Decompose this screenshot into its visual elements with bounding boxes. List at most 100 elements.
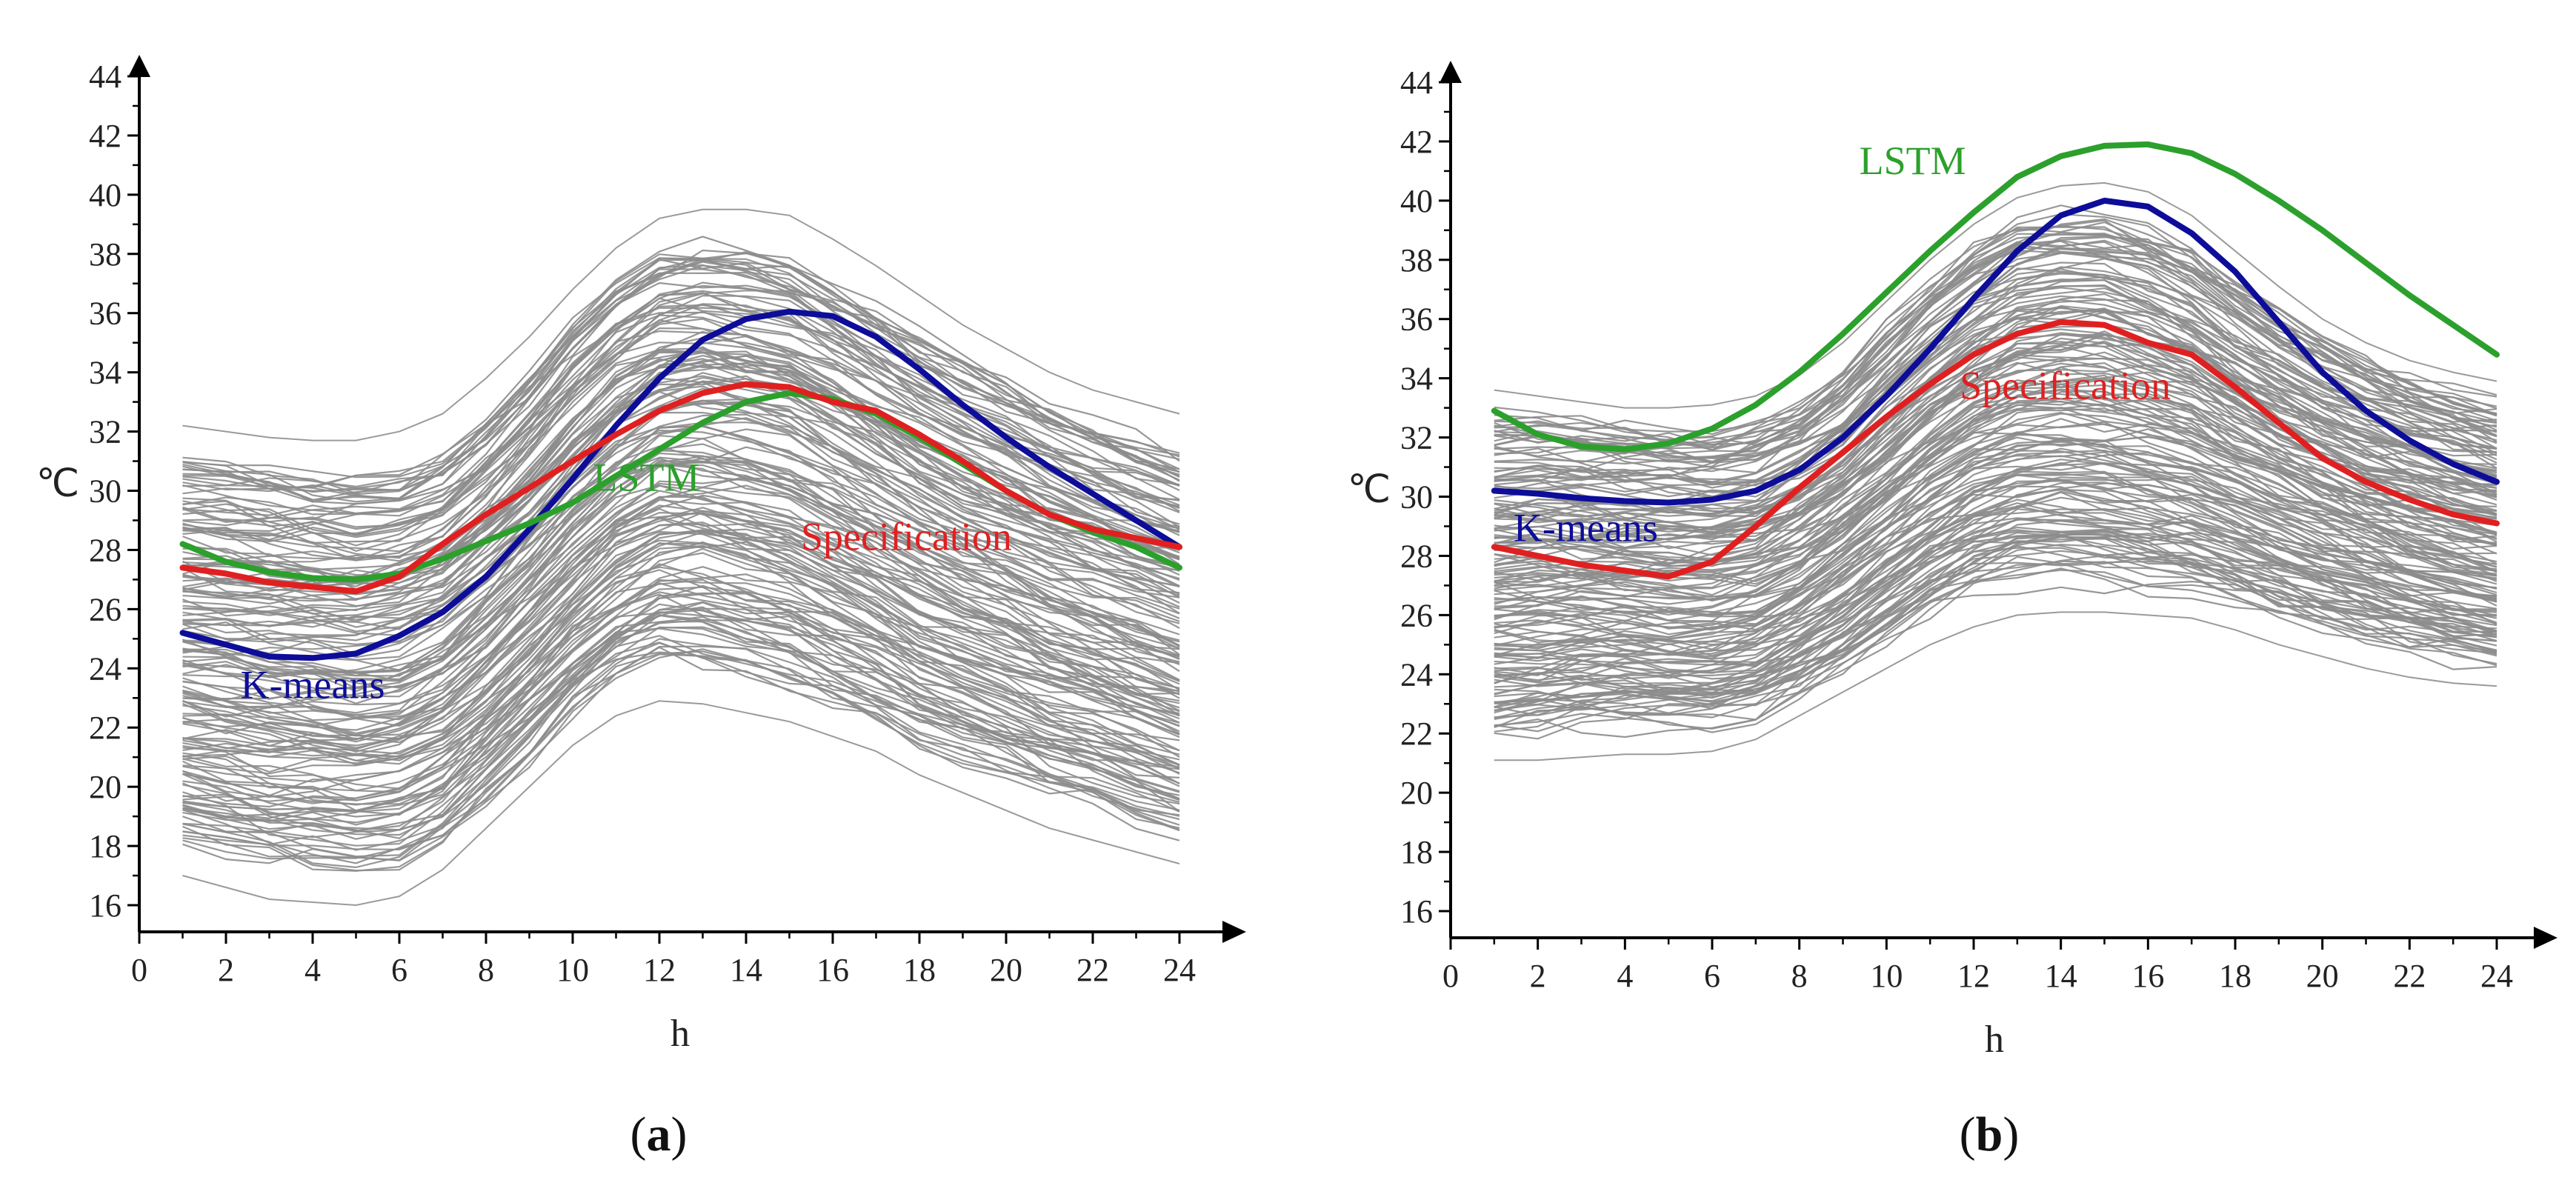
background-curve bbox=[1494, 474, 2497, 650]
series-line-k-means bbox=[1491, 197, 2500, 506]
background-curve bbox=[182, 413, 1180, 643]
background-curve bbox=[182, 610, 1180, 822]
background-curve bbox=[182, 569, 1180, 793]
y-tick-label: 30 bbox=[1400, 479, 1433, 516]
y-tick-label: 42 bbox=[1400, 124, 1433, 160]
series-line-lstm bbox=[1491, 141, 2500, 453]
background-curve bbox=[182, 504, 1180, 727]
background-curve bbox=[1494, 567, 2497, 733]
background-curve bbox=[1494, 491, 2497, 676]
background-curve bbox=[1494, 544, 2497, 729]
background-curve bbox=[1494, 431, 2497, 613]
y-tick-label: 18 bbox=[1400, 834, 1433, 870]
background-curve bbox=[1494, 244, 2497, 463]
background-curve bbox=[182, 341, 1180, 581]
background-curve bbox=[182, 457, 1180, 693]
background-curve bbox=[1494, 361, 2497, 566]
background-curve bbox=[182, 268, 1180, 505]
background-curve bbox=[182, 387, 1180, 621]
background-curve bbox=[182, 545, 1180, 759]
y-tick-label: 36 bbox=[1400, 301, 1433, 338]
background-curve bbox=[1494, 488, 2497, 659]
series-annotation-specification: Specification bbox=[801, 514, 1012, 559]
x-axis-title: h bbox=[670, 1013, 690, 1055]
background-curve bbox=[1494, 278, 2497, 499]
background-curve bbox=[1494, 407, 2497, 601]
x-tick-label: 18 bbox=[2219, 958, 2251, 994]
background-curve bbox=[182, 573, 1180, 799]
background-curve bbox=[1494, 536, 2497, 711]
x-tick-label: 14 bbox=[730, 952, 762, 988]
panel-label-close: ) bbox=[671, 1107, 688, 1161]
background-curve bbox=[1494, 472, 2497, 652]
x-tick-label: 10 bbox=[1870, 958, 1903, 994]
background-curve bbox=[1494, 224, 2497, 447]
y-tick-label: 28 bbox=[1400, 538, 1433, 574]
x-tick-label: 20 bbox=[2306, 958, 2339, 994]
y-tick-label: 36 bbox=[89, 296, 122, 332]
background-curve bbox=[182, 281, 1180, 516]
background-curve bbox=[182, 511, 1180, 740]
background-envelope-high bbox=[182, 208, 1180, 441]
x-tick-label: 0 bbox=[131, 952, 147, 988]
background-curve bbox=[1494, 328, 2497, 529]
y-tick-label: 18 bbox=[89, 828, 122, 864]
panel-b: 0 2 4 6 8 10 12 14 16 18 20 22 241618202224262830323… bbox=[1348, 61, 2557, 1161]
y-tick-label: 32 bbox=[1400, 420, 1433, 456]
background-curve bbox=[1494, 423, 2497, 601]
background-curve bbox=[1494, 239, 2497, 472]
x-tick-label: 12 bbox=[1957, 958, 1990, 994]
x-tick-label: 20 bbox=[990, 952, 1022, 988]
background-curve bbox=[1494, 569, 2497, 730]
panel-label-letter: a bbox=[647, 1107, 671, 1161]
background-curve bbox=[182, 484, 1180, 714]
background-curve bbox=[1494, 396, 2497, 582]
background-curve bbox=[182, 591, 1180, 806]
background-curve bbox=[182, 494, 1180, 709]
background-curve bbox=[1494, 518, 2497, 704]
series-annotation-specification: Specification bbox=[1960, 364, 2171, 408]
y-tick-label: 22 bbox=[89, 710, 122, 746]
background-curve bbox=[182, 443, 1180, 674]
x-tick-label: 22 bbox=[1076, 952, 1109, 988]
background-curve bbox=[1494, 530, 2497, 690]
background-curve bbox=[1494, 433, 2497, 613]
background-curves bbox=[182, 208, 1180, 907]
series-annotation-k-means: K-means bbox=[1514, 505, 1658, 550]
background-curve bbox=[1494, 519, 2497, 703]
background-curve bbox=[1494, 319, 2497, 530]
background-curve bbox=[1494, 247, 2497, 471]
background-curve bbox=[1494, 268, 2497, 486]
y-tick-label: 16 bbox=[89, 887, 122, 924]
y-tick-label: 26 bbox=[89, 591, 122, 627]
background-curve bbox=[1494, 213, 2497, 436]
background-curve bbox=[1494, 204, 2497, 433]
background-curve bbox=[1494, 515, 2497, 674]
x-tick-label: 6 bbox=[391, 952, 407, 988]
y-tick-label: 40 bbox=[89, 177, 122, 213]
background-envelope-low bbox=[182, 700, 1180, 907]
background-curve bbox=[182, 563, 1180, 792]
background-curve bbox=[1494, 307, 2497, 514]
background-curve bbox=[182, 327, 1180, 561]
y-tick-label: 38 bbox=[89, 236, 122, 273]
series-annotation-k-means: K-means bbox=[241, 662, 385, 707]
y-tick-label: 24 bbox=[89, 650, 122, 687]
x-tick-label: 16 bbox=[816, 952, 849, 988]
y-tick-label: 28 bbox=[89, 532, 122, 568]
x-tick-label: 12 bbox=[643, 952, 676, 988]
x-tick-label: 14 bbox=[2045, 958, 2077, 994]
x-tick-label: 22 bbox=[2393, 958, 2426, 994]
panel-a: 0 2 4 6 8 10 12 14 16 18 20 22 241618202224262830323… bbox=[36, 55, 1246, 1161]
background-curve bbox=[182, 292, 1180, 539]
background-curve bbox=[182, 337, 1180, 561]
background-curve bbox=[182, 516, 1180, 744]
background-curves bbox=[1494, 181, 2497, 761]
series-annotation-lstm: LSTM bbox=[1860, 139, 1966, 183]
background-curve bbox=[182, 463, 1180, 704]
y-axis-title: ℃ bbox=[36, 463, 79, 505]
panel-label-letter: b bbox=[1976, 1107, 2003, 1161]
background-curve bbox=[182, 304, 1180, 530]
background-curve bbox=[182, 496, 1180, 735]
background-curve bbox=[182, 291, 1180, 528]
